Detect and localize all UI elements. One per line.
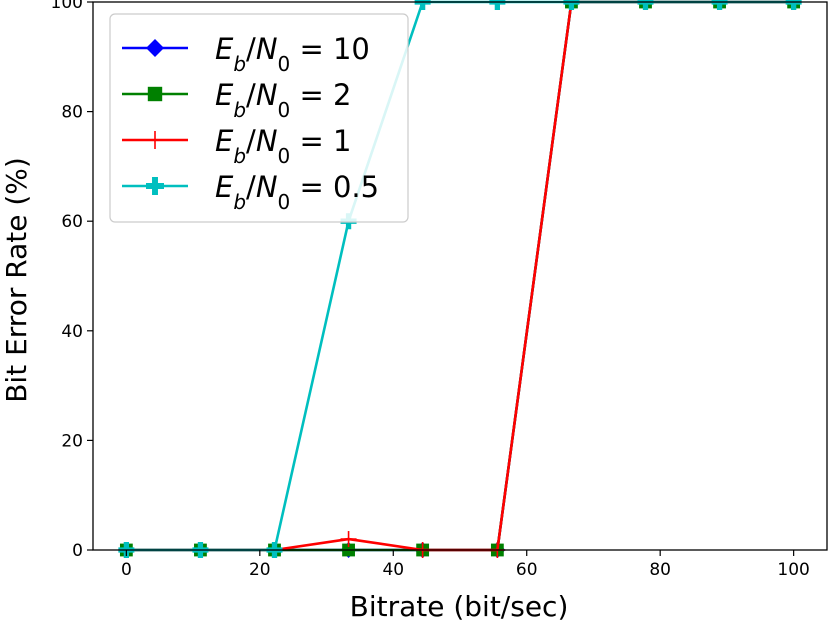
x-tick-label: 40 <box>382 560 404 580</box>
legend-marker <box>146 131 164 149</box>
legend-marker <box>147 86 163 102</box>
legend-label: Eb/N0 = 10 <box>215 32 370 76</box>
x-tick-label: 60 <box>516 560 538 580</box>
x-tick-label: 20 <box>249 560 271 580</box>
x-tick-label: 0 <box>121 560 132 580</box>
y-tick-label: 80 <box>61 103 83 123</box>
legend-marker <box>146 39 164 57</box>
x-tick-label: 100 <box>777 560 809 580</box>
y-tick-label: 20 <box>61 431 83 451</box>
y-tick-label: 100 <box>51 0 83 13</box>
plot-frame <box>92 1 828 551</box>
x-axis-title: Bitrate (bit/sec) <box>350 590 569 623</box>
y-tick-label: 40 <box>61 322 83 342</box>
y-axis-title: Bit Error Rate (%) <box>0 157 33 403</box>
legend-label: Eb/N0 = 1 <box>215 124 351 168</box>
legend-entry: Eb/N0 = 10 <box>122 32 370 76</box>
legend-entry: Eb/N0 = 1 <box>122 124 351 168</box>
ticks-layer: 0 20 40 60 80 100 0 20 40 60 80 100 <box>51 0 810 580</box>
legend-marker <box>146 177 164 195</box>
legend-label: Eb/N0 = 2 <box>215 78 351 122</box>
y-tick-label: 0 <box>72 541 83 561</box>
y-tick-label: 60 <box>61 212 83 232</box>
x-tick-label: 80 <box>649 560 671 580</box>
legend-box <box>109 13 409 223</box>
legend-label: Eb/N0 = 0.5 <box>215 170 379 214</box>
legend-entry: Eb/N0 = 2 <box>122 78 351 122</box>
legend-entry: Eb/N0 = 0.5 <box>122 170 379 214</box>
data-point <box>340 531 357 548</box>
